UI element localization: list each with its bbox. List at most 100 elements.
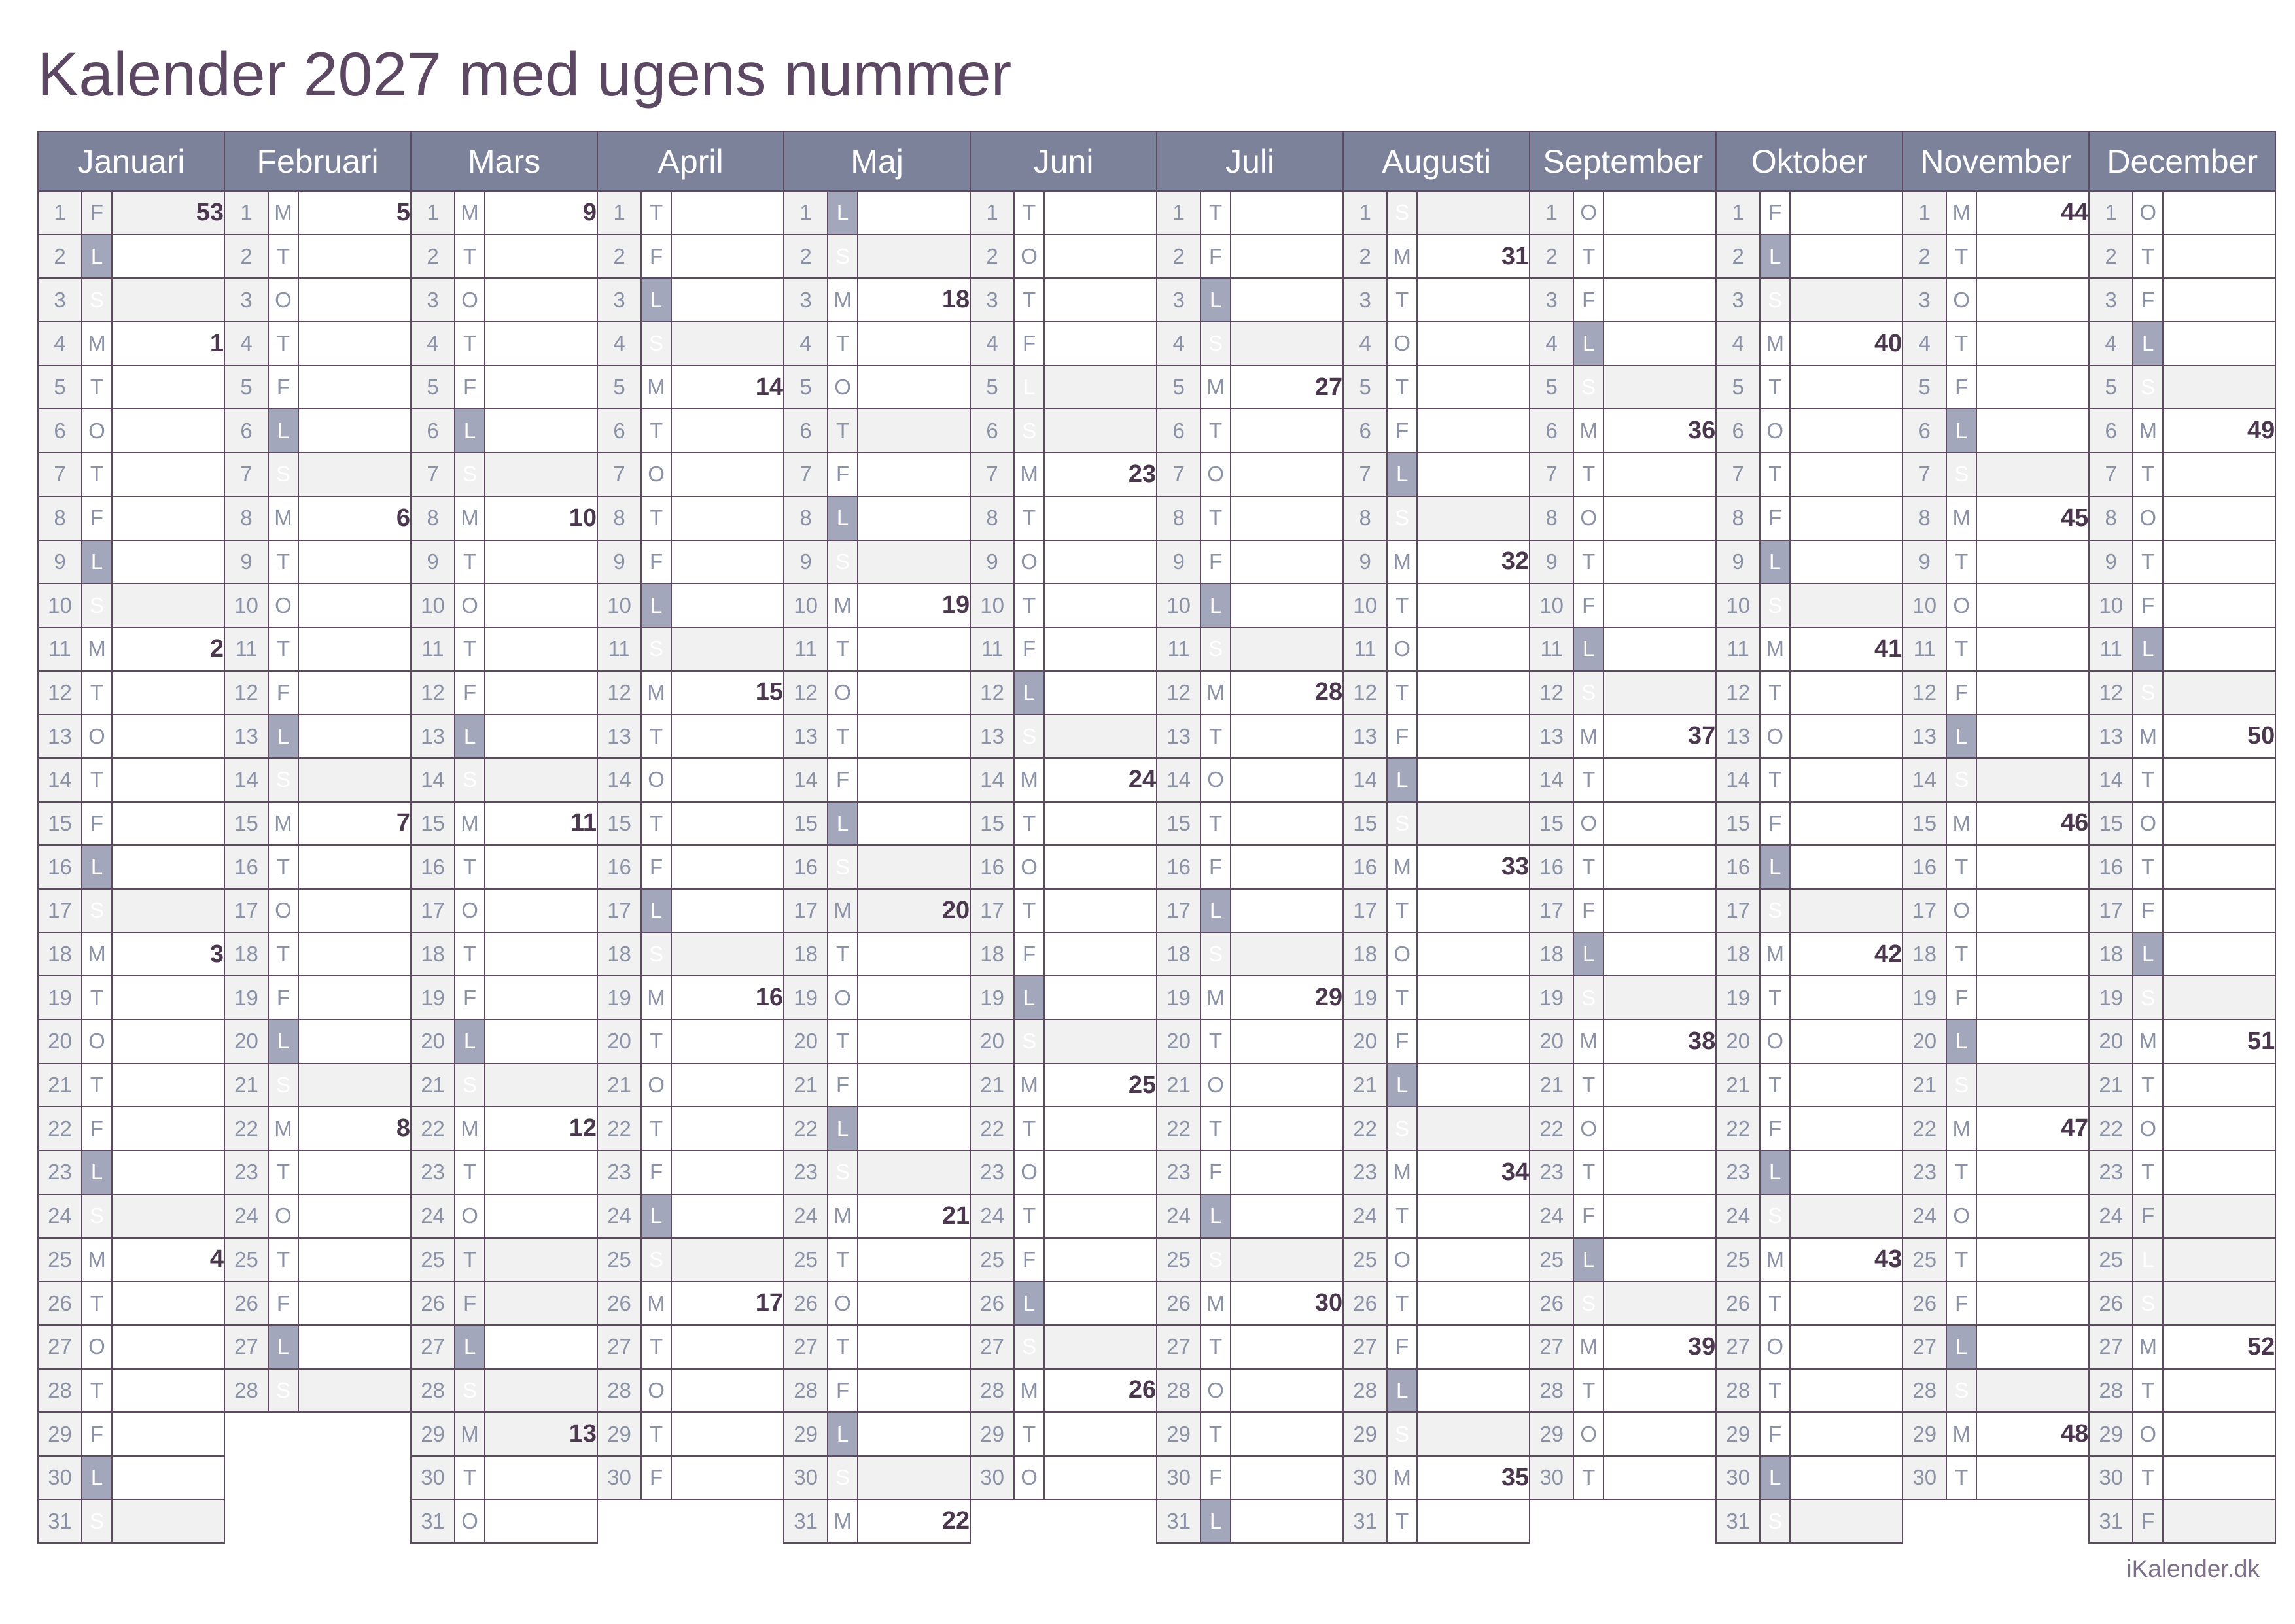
day-number-cell: 1 (783, 190, 829, 235)
weekday-letter-cell: S (81, 583, 113, 628)
weekday-letter-cell: O (1200, 1062, 1232, 1108)
day-row: 4 M 40 (1715, 321, 1904, 366)
week-number-cell: 8 (298, 1106, 412, 1152)
day-row: 28 T (2088, 1368, 2277, 1413)
weekday-letter-cell: M (1200, 1281, 1232, 1326)
week-number-cell (298, 888, 412, 933)
day-row: 31 M 22 (783, 1498, 972, 1544)
day-number-cell: 20 (1715, 1019, 1761, 1064)
day-row: 28 S (410, 1368, 599, 1413)
week-number-cell (1043, 801, 1158, 846)
weekday-letter-cell: M (1759, 931, 1791, 977)
day-row: 18 L (2088, 931, 2277, 977)
week-number-cell (1416, 888, 1531, 933)
week-number-cell (298, 714, 412, 759)
day-row: 20 S (970, 1019, 1158, 1064)
weekday-letter-cell: M (1200, 670, 1232, 716)
week-number-cell: 28 (1230, 670, 1344, 716)
weekday-letter-cell: M (640, 670, 673, 716)
week-number-cell (1603, 975, 1717, 1021)
weekday-letter-cell: F (827, 1062, 859, 1108)
day-row: 10 O (224, 583, 412, 628)
weekday-letter-cell: T (1013, 801, 1045, 846)
week-number-cell (111, 1498, 226, 1544)
day-row: 17 O (1902, 888, 2090, 933)
day-number-cell: 15 (224, 801, 270, 846)
week-number-cell (1043, 931, 1158, 977)
day-number-cell: 16 (1342, 844, 1388, 890)
weekday-letter-cell: M (827, 583, 859, 628)
weekday-letter-cell: O (454, 583, 486, 628)
day-number-cell: 13 (224, 714, 270, 759)
day-number-cell: 22 (37, 1106, 82, 1152)
day-row: 17 F (2088, 888, 2277, 933)
weekday-letter-cell: M (1946, 1411, 1978, 1457)
day-number-cell: 25 (1715, 1237, 1761, 1283)
day-number-cell: 9 (410, 539, 456, 585)
weekday-letter-cell: T (1013, 888, 1045, 933)
day-row: 11 T (224, 626, 412, 672)
day-number-cell: 23 (1342, 1150, 1388, 1195)
weekday-letter-cell: O (827, 670, 859, 716)
weekday-letter-cell: L (2132, 321, 2164, 366)
day-row: 18 T (224, 931, 412, 977)
weekday-letter-cell: T (827, 408, 859, 454)
day-number-cell: 26 (970, 1281, 1015, 1326)
week-number-cell (1976, 757, 2090, 803)
day-number-cell: 17 (1902, 888, 1948, 933)
week-number-cell (671, 583, 785, 628)
day-row: 20 M 38 (1529, 1019, 1717, 1064)
week-number-cell (1976, 539, 2090, 585)
month-augusti: Augusti 1 S 2 M 31 3 T 4 O 5 T 6 F 7 L 8 S 9 M 32 10 T 11 O 12 T 13… (1342, 131, 1531, 1544)
day-number-cell: 3 (783, 277, 829, 323)
day-row: 19 S (2088, 975, 2277, 1021)
month-header: December (2088, 131, 2277, 192)
week-number-cell (1043, 495, 1158, 541)
weekday-letter-cell: L (1573, 321, 1605, 366)
day-number-cell: 26 (410, 1281, 456, 1326)
day-number-cell: 13 (1342, 714, 1388, 759)
weekday-letter-cell: T (827, 1019, 859, 1064)
day-number-cell: 8 (2088, 495, 2134, 541)
weekday-letter-cell: F (81, 801, 113, 846)
day-number-cell: 24 (970, 1193, 1015, 1239)
day-number-cell: 26 (597, 1281, 642, 1326)
weekday-letter-cell: O (454, 888, 486, 933)
day-number-cell: 20 (970, 1019, 1015, 1064)
day-number-cell: 4 (224, 321, 270, 366)
day-number-cell: 22 (1715, 1106, 1761, 1152)
weekday-letter-cell: M (454, 801, 486, 846)
week-number-cell (1603, 801, 1717, 846)
week-number-cell (2162, 1498, 2277, 1544)
weekday-letter-cell: M (268, 1106, 300, 1152)
day-number-cell: 7 (1156, 452, 1202, 497)
month-header: Februari (224, 131, 412, 192)
day-row: 12 M 15 (597, 670, 785, 716)
weekday-letter-cell: T (1759, 757, 1791, 803)
day-number-cell: 26 (1529, 1281, 1575, 1326)
week-number-cell (1416, 1411, 1531, 1457)
week-number-cell: 44 (1976, 190, 2090, 235)
day-number-cell: 9 (970, 539, 1015, 585)
day-number-cell: 25 (970, 1237, 1015, 1283)
weekday-letter-cell: M (1759, 626, 1791, 672)
week-number-cell: 9 (484, 190, 599, 235)
day-row: 13 L (410, 714, 599, 759)
week-number-cell (484, 1324, 599, 1370)
weekday-letter-cell: T (1946, 844, 1978, 890)
week-number-cell (671, 757, 785, 803)
week-number-cell (1230, 190, 1344, 235)
day-row: 26 M 30 (1156, 1281, 1344, 1326)
day-row: 24 T (1342, 1193, 1531, 1239)
week-number-cell: 29 (1230, 975, 1344, 1021)
day-number-cell: 20 (2088, 1019, 2134, 1064)
weekday-letter-cell: F (1946, 1281, 1978, 1326)
day-number-cell: 18 (1902, 931, 1948, 977)
week-number-cell (1603, 1237, 1717, 1283)
week-number-cell (1416, 1498, 1531, 1544)
